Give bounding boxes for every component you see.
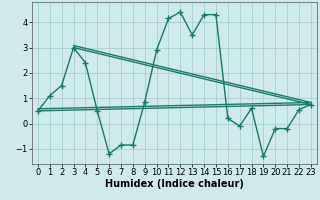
X-axis label: Humidex (Indice chaleur): Humidex (Indice chaleur) bbox=[105, 179, 244, 189]
